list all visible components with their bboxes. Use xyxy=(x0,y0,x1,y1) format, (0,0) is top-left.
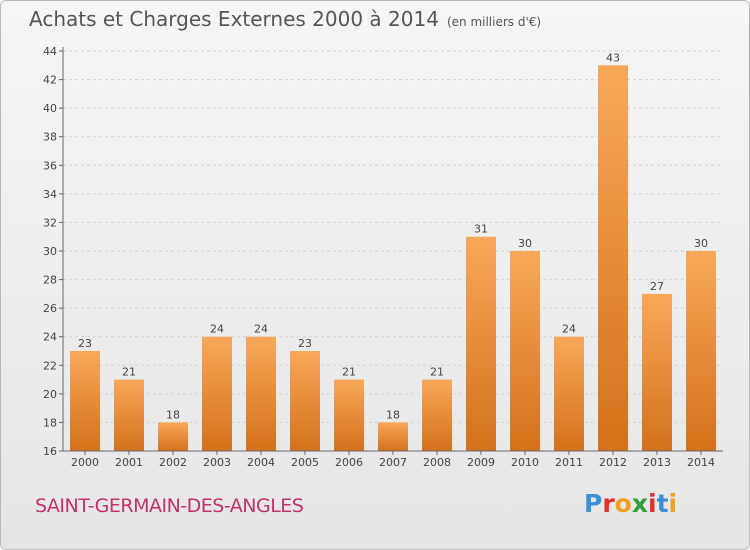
bar-value-label: 31 xyxy=(474,223,488,236)
bar-value-label: 18 xyxy=(166,408,180,421)
x-tick-label: 2010 xyxy=(511,456,539,469)
bar-value-label: 18 xyxy=(386,408,400,421)
y-tick-label: 18 xyxy=(43,416,57,429)
bar[interactable] xyxy=(466,236,496,451)
x-tick-label: 2003 xyxy=(203,456,231,469)
bar-value-label: 30 xyxy=(694,237,708,250)
x-tick-label: 2012 xyxy=(599,456,627,469)
x-tick-label: 2014 xyxy=(687,456,715,469)
chart-title: Achats et Charges Externes 2000 à 2014 (e… xyxy=(29,7,541,31)
bar[interactable] xyxy=(378,422,408,451)
town-name: SAINT-GERMAIN-DES-ANGLES xyxy=(35,495,304,517)
logo-letter: i xyxy=(648,489,657,518)
x-tick-label: 2009 xyxy=(467,456,495,469)
logo-letter: x xyxy=(631,489,648,518)
bar-value-label: 30 xyxy=(518,237,532,250)
x-tick-label: 2011 xyxy=(555,456,583,469)
proxiti-logo[interactable]: Proxiti xyxy=(584,489,677,518)
bar-value-label: 27 xyxy=(650,280,664,293)
y-tick-label: 38 xyxy=(43,131,57,144)
bar[interactable] xyxy=(510,251,540,451)
x-tick-label: 2008 xyxy=(423,456,451,469)
bar[interactable] xyxy=(70,351,100,451)
y-tick-label: 26 xyxy=(43,302,57,315)
x-tick-label: 2006 xyxy=(335,456,363,469)
bar[interactable] xyxy=(334,379,364,451)
x-tick-label: 2005 xyxy=(291,456,319,469)
x-tick-label: 2007 xyxy=(379,456,407,469)
y-tick-label: 24 xyxy=(43,331,57,344)
y-tick-label: 42 xyxy=(43,74,57,87)
x-tick-label: 2000 xyxy=(71,456,99,469)
logo-letter: t xyxy=(656,489,669,518)
y-tick-label: 34 xyxy=(43,188,57,201)
bar-value-label: 23 xyxy=(78,337,92,350)
bar[interactable] xyxy=(422,379,452,451)
y-tick-label: 22 xyxy=(43,359,57,372)
logo-letter: r xyxy=(602,489,615,518)
bar-value-label: 24 xyxy=(254,323,268,336)
bar-value-label: 43 xyxy=(606,51,620,64)
bar[interactable] xyxy=(158,422,188,451)
y-tick-label: 16 xyxy=(43,445,57,458)
y-tick-label: 32 xyxy=(43,216,57,229)
y-tick-label: 30 xyxy=(43,245,57,258)
bar[interactable] xyxy=(554,336,584,451)
x-tick-label: 2001 xyxy=(115,456,143,469)
y-tick-label: 20 xyxy=(43,388,57,401)
logo-letter: P xyxy=(584,489,603,518)
y-tick-label: 44 xyxy=(43,45,57,58)
bar-value-label: 24 xyxy=(210,323,224,336)
bar-value-label: 24 xyxy=(562,323,576,336)
bar[interactable] xyxy=(598,65,628,452)
bar-value-label: 21 xyxy=(430,366,444,379)
x-tick-label: 2002 xyxy=(159,456,187,469)
bar[interactable] xyxy=(246,336,276,451)
logo-letter: i xyxy=(668,489,678,518)
title-text: Achats et Charges Externes 2000 à 2014 xyxy=(29,7,439,31)
y-tick-label: 40 xyxy=(43,102,57,115)
y-tick-label: 28 xyxy=(43,274,57,287)
bar-value-label: 21 xyxy=(342,366,356,379)
bar-value-label: 21 xyxy=(122,366,136,379)
bar[interactable] xyxy=(686,251,716,451)
bar[interactable] xyxy=(290,351,320,451)
y-tick-label: 36 xyxy=(43,159,57,172)
unit-label: (en milliers d'€) xyxy=(446,15,542,29)
x-tick-label: 2004 xyxy=(247,456,275,469)
bar[interactable] xyxy=(202,336,232,451)
bar[interactable] xyxy=(642,293,672,451)
bar[interactable] xyxy=(114,379,144,451)
bar-value-label: 23 xyxy=(298,337,312,350)
x-tick-label: 2013 xyxy=(643,456,671,469)
logo-letter: o xyxy=(614,489,632,518)
